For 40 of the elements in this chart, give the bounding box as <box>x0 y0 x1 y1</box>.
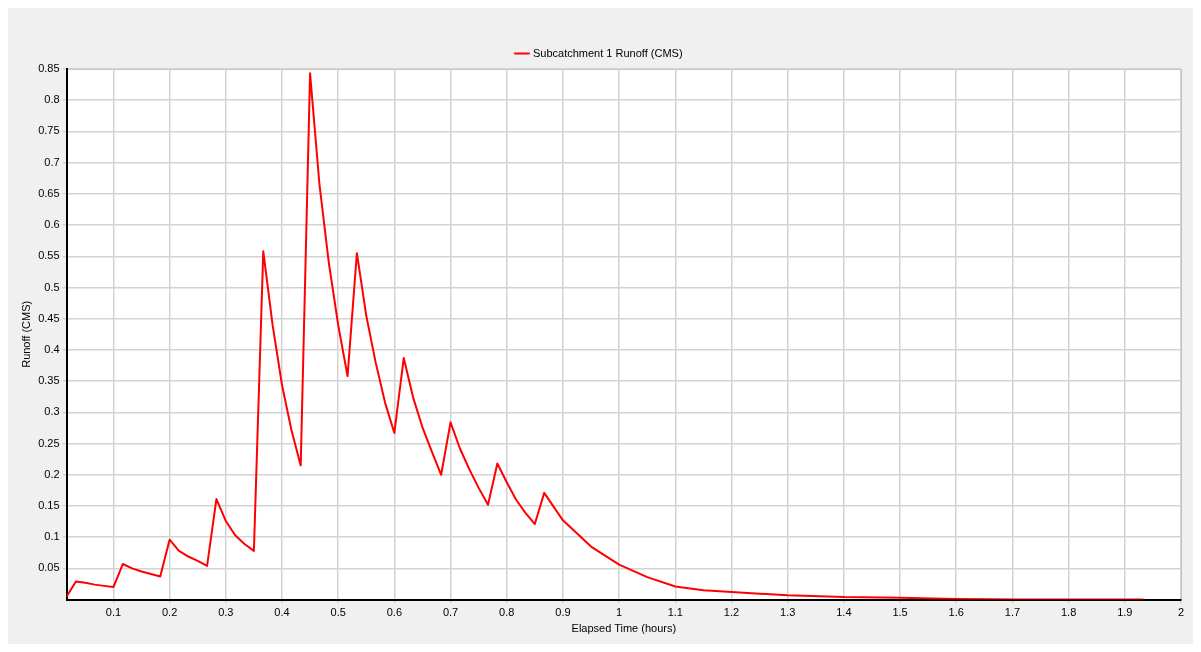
legend-label: Subcatchment 1 Runoff (CMS) <box>532 46 683 59</box>
x-tick-label: 0.7 <box>442 606 459 619</box>
y-tick-label: 0.5 <box>44 280 60 293</box>
y-tick-label: 0.6 <box>44 218 60 231</box>
y-tick-label: 0.85 <box>38 62 60 75</box>
y-tick-label: 0.75 <box>38 124 60 137</box>
x-tick-label: 1.4 <box>836 606 852 619</box>
x-tick-label: 1.9 <box>1117 606 1133 619</box>
y-tick-label: 0.8 <box>44 93 60 106</box>
x-tick-label: 1.1 <box>667 606 683 619</box>
y-tick-label: 0.2 <box>44 467 60 480</box>
x-axis-title: Elapsed Time (hours) <box>571 622 677 635</box>
y-tick-label: 0.55 <box>38 249 60 262</box>
x-tick-label: 0.2 <box>161 606 178 619</box>
x-tick-label: 0.9 <box>555 606 571 619</box>
x-tick-label: 0.3 <box>218 606 234 619</box>
x-tick-label: 0.8 <box>499 606 515 619</box>
x-tick-label: 0.1 <box>105 606 122 619</box>
x-tick-label: 0.6 <box>386 606 403 619</box>
x-tick-label: 1.3 <box>780 606 796 619</box>
x-tick-label: 1.7 <box>1004 606 1021 619</box>
x-tick-label: 0.4 <box>274 606 290 619</box>
y-axis-title: Runoff (CMS) <box>19 300 32 368</box>
x-tick-label: 2 <box>1177 606 1185 619</box>
y-tick-label: 0.1 <box>44 530 60 543</box>
y-tick-label: 0.05 <box>38 561 60 574</box>
y-tick-label: 0.25 <box>38 436 60 449</box>
y-tick-label: 0.35 <box>38 374 60 387</box>
y-tick-label: 0.45 <box>38 311 60 324</box>
y-tick-label: 0.3 <box>44 405 60 418</box>
x-tick-label: 1.8 <box>1060 606 1077 619</box>
y-tick-label: 0.15 <box>38 499 60 511</box>
x-tick-label: 1.6 <box>948 606 964 619</box>
x-tick-label: 1.2 <box>723 606 740 619</box>
y-tick-label: 0.65 <box>38 186 60 199</box>
x-tick-label: 0.5 <box>330 606 346 619</box>
x-tick-label: 1 <box>616 606 623 619</box>
y-tick-label: 0.4 <box>44 342 60 355</box>
y-tick-label: 0.7 <box>44 155 60 168</box>
x-tick-label: 1.5 <box>892 606 908 619</box>
